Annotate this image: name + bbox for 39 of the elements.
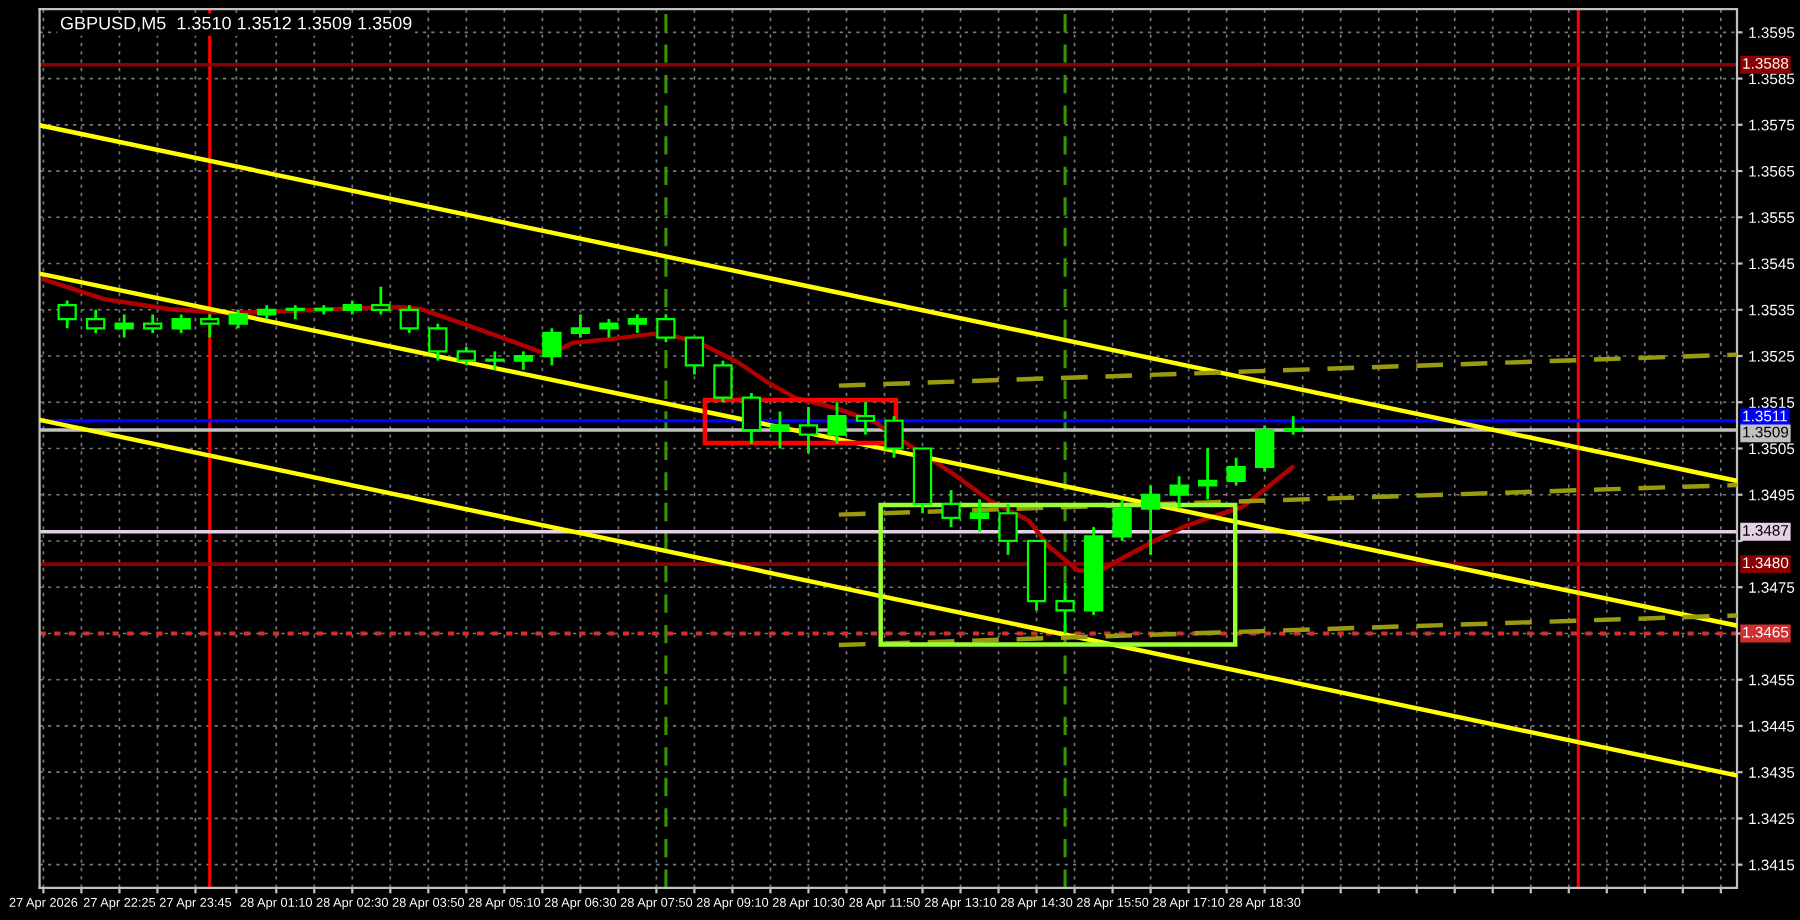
candlestick (684, 336, 705, 376)
candlestick (741, 391, 762, 446)
candlestick (570, 313, 591, 339)
candlestick (1197, 447, 1218, 501)
candlestick (656, 313, 676, 344)
candlestick (969, 497, 990, 534)
candlestick (998, 502, 1018, 557)
candlestick (371, 285, 391, 316)
candlestick (1254, 423, 1275, 474)
candlestick (57, 299, 77, 330)
candlestick (713, 359, 733, 404)
candlestick (1055, 581, 1075, 635)
candlestick (1226, 456, 1246, 487)
candlestick (627, 313, 648, 335)
candlestick (855, 400, 876, 437)
candlestick (1169, 474, 1189, 510)
candlestick (428, 322, 448, 363)
candlestick (399, 303, 419, 335)
candlestick (86, 308, 106, 335)
chart-title: GBPUSD,M5 1.3510 1.3512 1.3509 1.3509 (60, 16, 412, 32)
candlestick (200, 313, 220, 339)
candlestick (884, 414, 904, 460)
candlestick (542, 326, 562, 367)
candlestick (456, 345, 476, 367)
candlestick (827, 400, 847, 446)
candlestick (599, 317, 619, 339)
candlestick (941, 488, 961, 529)
candlestick (1140, 484, 1161, 557)
candlestick (485, 350, 505, 372)
candlestick (1112, 497, 1132, 543)
candlestick (770, 410, 790, 450)
candlestick (114, 313, 134, 339)
candlestick (143, 313, 163, 335)
candlestick (228, 308, 248, 330)
candlestick (1283, 414, 1303, 437)
candlestick (513, 350, 534, 372)
candlestick (171, 313, 191, 335)
line-series (41, 277, 1295, 575)
candlestick (798, 405, 819, 455)
